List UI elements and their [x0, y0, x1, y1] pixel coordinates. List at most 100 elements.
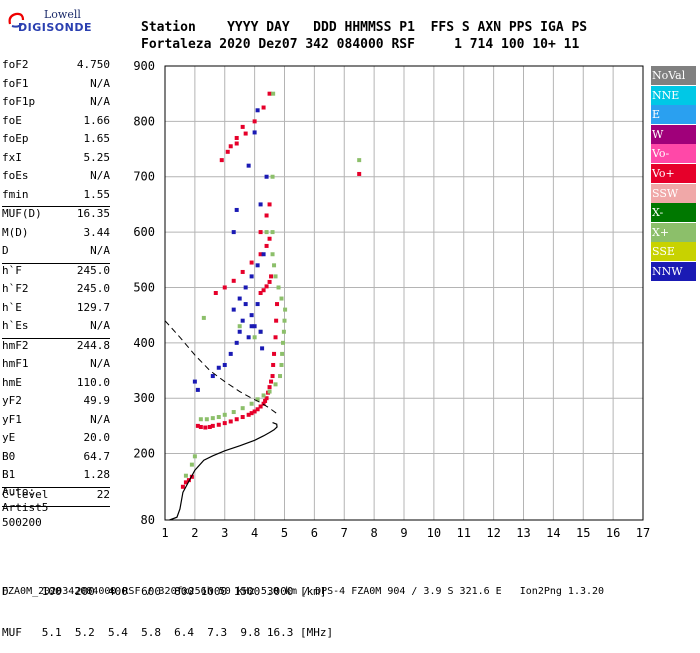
param-name: hmE [2, 375, 22, 389]
echo-point [249, 274, 254, 279]
echo-point [210, 374, 215, 379]
y-tick-label: 500 [133, 280, 155, 294]
param-separator [2, 337, 110, 339]
legend-item: X- [651, 203, 696, 223]
x-tick-label: 16 [606, 526, 620, 540]
param-value: 1.66 [83, 113, 111, 127]
echo-point [281, 329, 286, 334]
echo-point [255, 407, 260, 412]
param-separator [2, 262, 110, 264]
legend-item: E [651, 105, 696, 125]
echo-point [261, 401, 266, 406]
param-row: hmF2 244.8 [2, 339, 110, 358]
echo-point [222, 421, 227, 426]
echo-point [270, 374, 275, 379]
echo-point [240, 269, 245, 274]
param-name: yF1 [2, 412, 22, 426]
echo-point [243, 302, 248, 307]
param-value: 1.65 [83, 132, 111, 145]
param-row: foE 1.66 [2, 114, 110, 133]
y-tick-label: 80 [141, 513, 155, 527]
param-value: 5.25 [83, 150, 111, 164]
distance-row: D 100 200 400 600 800 1000 1500 3000 [km… [2, 585, 327, 598]
echo-point [183, 473, 188, 478]
echo-point [222, 285, 227, 290]
x-tick-label: 15 [576, 526, 590, 540]
param-value: 49.9 [83, 394, 111, 407]
param-row: yE 20.0 [2, 431, 110, 450]
echo-point [183, 480, 188, 485]
x-tick-label: 5 [281, 526, 288, 540]
echo-point [272, 351, 277, 356]
echo-point [264, 213, 269, 218]
ionogram-chart: 1 2 3 4 5 6 7 8 9 10 11 12 13 14 15 16 17802003004005006… [133, 59, 650, 540]
echo-point [234, 207, 239, 212]
echo-point [216, 422, 221, 427]
param-row: M(D) 3.44 [2, 226, 110, 245]
param-name: B1 [2, 468, 16, 481]
param-value: 3.44 [83, 225, 111, 239]
y-tick-label: 700 [133, 170, 155, 184]
legend-item: X+ [651, 222, 696, 242]
echo-point [271, 91, 276, 96]
echo-point [282, 318, 287, 323]
echo-point [246, 335, 251, 340]
echo-point [189, 462, 194, 467]
echo-point [195, 387, 200, 392]
echo-point [283, 307, 288, 312]
echo-point [273, 274, 278, 279]
echo-point [261, 393, 266, 398]
echo-point [237, 296, 242, 301]
auto-version: 500200 [2, 516, 42, 529]
echo-point [269, 274, 274, 279]
param-row: D N/A [2, 244, 110, 263]
echo-point [260, 346, 265, 351]
param-row: foF1 N/A [2, 77, 110, 96]
echo-point [210, 416, 215, 421]
x-tick-label: 1 [161, 526, 168, 540]
echo-point [280, 351, 285, 356]
echo-point [219, 158, 224, 163]
param-name: foEp [2, 132, 29, 145]
param-name: M(D) [2, 225, 29, 239]
param-row: hmF1 N/A [2, 357, 110, 376]
lowell-digisonde-logo: Lowell DIGISONDE [4, 6, 91, 40]
param-name: foEs [2, 169, 29, 182]
y-tick-label: 600 [133, 225, 155, 239]
echo-point [228, 419, 233, 424]
param-name: yE [2, 431, 16, 444]
param-name: foE [2, 113, 22, 127]
echo-point [276, 285, 281, 290]
param-separator [2, 486, 110, 488]
param-row: B0 64.7 [2, 450, 110, 469]
echo-point [192, 379, 197, 384]
param-row: fxI 5.25 [2, 151, 110, 170]
y-tick-label: 200 [133, 447, 155, 461]
echo-point [216, 415, 221, 420]
echo-point [264, 284, 269, 289]
param-row: foF1p N/A [2, 95, 110, 114]
auto-label: Auto: [2, 485, 36, 498]
echo-point [252, 409, 257, 414]
model-curve [164, 320, 279, 416]
echo-point [231, 307, 236, 312]
echo-point [203, 425, 208, 430]
param-name: foF2 [2, 58, 29, 71]
echo-point [240, 124, 245, 129]
echo-point [270, 252, 275, 257]
param-row: h`F2 245.0 [2, 282, 110, 301]
echo-point [201, 315, 206, 320]
param-row: C-level 22 [2, 488, 110, 507]
echo-point [252, 324, 257, 329]
echo-point [264, 243, 269, 248]
echo-point [234, 141, 239, 146]
echo-point [216, 365, 221, 370]
echo-point [258, 252, 263, 257]
echo-point [258, 291, 263, 295]
muf-row: MUF 5.1 5.2 5.4 5.8 6.4 7.3 9.8 16.3 [MH… [2, 625, 334, 639]
x-tick-label: 14 [546, 526, 560, 540]
echo-point [357, 171, 362, 176]
y-tick-label: 300 [133, 391, 155, 405]
logo-text-lowell: Lowell [44, 8, 81, 21]
header-labels: Station YYYY DAY DDD HHMMSS P1 FFS S AXN… [141, 20, 588, 35]
